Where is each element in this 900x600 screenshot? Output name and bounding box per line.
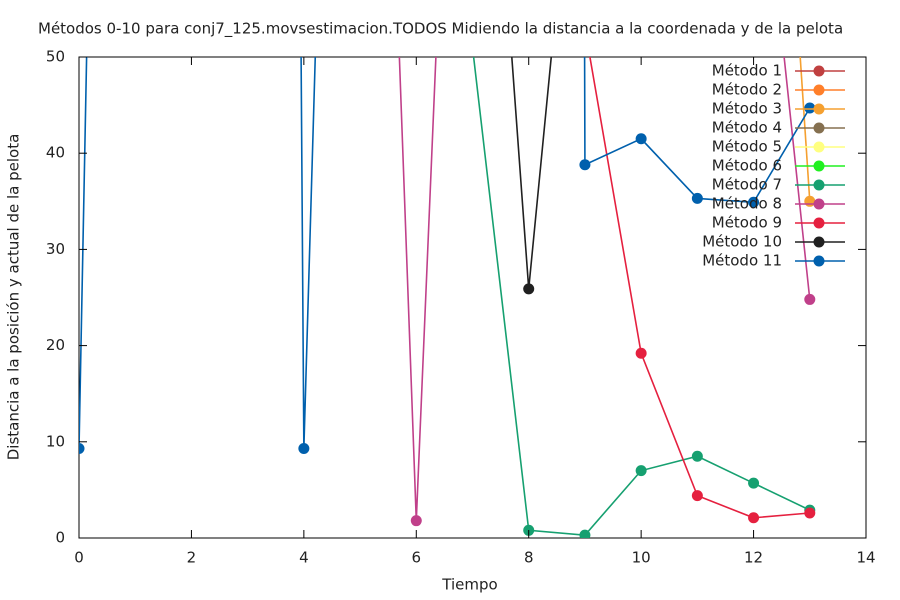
y-tick-label: 40 <box>46 144 65 162</box>
x-tick-label: 0 <box>74 549 84 567</box>
y-tick-label: 30 <box>46 240 65 258</box>
data-point <box>691 490 703 502</box>
data-point <box>635 133 647 145</box>
x-tick-label: 2 <box>187 549 197 567</box>
legend-label: Método 5 <box>712 138 782 156</box>
data-point <box>748 196 760 208</box>
y-tick-label: 50 <box>46 48 65 66</box>
data-point <box>635 465 647 477</box>
legend-label: Método 7 <box>712 176 782 194</box>
legend-marker <box>813 84 825 96</box>
x-tick-label: 12 <box>744 549 763 567</box>
data-point <box>635 347 647 359</box>
legend-label: Método 2 <box>712 81 782 99</box>
x-tick-label: 8 <box>524 549 534 567</box>
legend-marker <box>813 103 825 115</box>
legend-label: Método 8 <box>712 195 782 213</box>
x-axis-label: Tiempo <box>441 576 497 594</box>
series-line <box>799 57 811 202</box>
legend-marker <box>813 217 825 229</box>
legend-marker <box>813 160 825 172</box>
legend-marker <box>813 141 825 153</box>
data-point <box>467 42 478 53</box>
legend-label: Método 11 <box>702 252 782 270</box>
legend-label: Método 6 <box>712 157 782 175</box>
data-point <box>579 529 591 538</box>
y-tick-label: 20 <box>46 336 65 354</box>
data-point <box>804 507 816 519</box>
y-axis-label: Distancia a la posición y actual de la p… <box>5 134 23 461</box>
series-line <box>79 57 811 449</box>
y-tick-label: 10 <box>46 432 65 450</box>
legend-label: Método 4 <box>712 119 782 137</box>
series-line <box>510 57 553 289</box>
legend-marker <box>813 179 825 191</box>
x-tick-label: 4 <box>299 549 309 567</box>
legend-label: Método 1 <box>712 62 782 80</box>
legend-marker <box>813 122 825 134</box>
legend-marker <box>813 65 825 77</box>
chart-title: Métodos 0-10 para conj7_125.movsestimaci… <box>38 20 843 39</box>
legend-marker <box>813 198 825 210</box>
data-point <box>523 283 535 295</box>
legend-label: Método 10 <box>702 233 782 251</box>
data-point <box>79 443 85 455</box>
legend-label: Método 9 <box>712 214 782 232</box>
y-tick-label: 0 <box>55 529 65 547</box>
data-point <box>804 293 816 305</box>
plot-border <box>78 56 867 539</box>
data-point <box>691 450 703 462</box>
plot-area <box>79 42 816 538</box>
legend-label: Método 3 <box>712 100 782 118</box>
x-tick-label: 14 <box>856 549 875 567</box>
data-point <box>804 102 816 114</box>
data-point <box>298 443 310 455</box>
x-tick-label: 6 <box>412 549 422 567</box>
data-point <box>410 515 422 527</box>
data-point <box>691 192 703 204</box>
x-tick-label: 10 <box>632 549 651 567</box>
data-point <box>748 512 760 524</box>
legend-marker <box>813 255 825 267</box>
legend-marker <box>813 236 825 248</box>
data-point <box>579 159 591 171</box>
data-point <box>748 477 760 489</box>
